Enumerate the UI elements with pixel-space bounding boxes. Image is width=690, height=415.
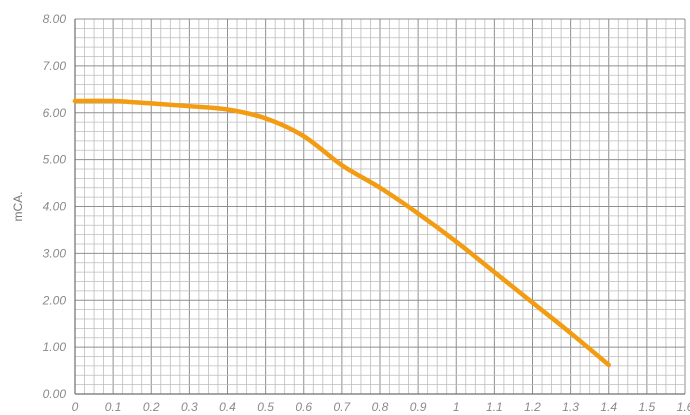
x-tick-label: 0.3 bbox=[181, 400, 198, 414]
data-point bbox=[606, 362, 611, 368]
data-point bbox=[187, 103, 192, 109]
x-tick-label: 1.2 bbox=[524, 400, 541, 414]
data-point bbox=[149, 101, 154, 106]
y-tick-label: 8.00 bbox=[43, 12, 67, 26]
y-tick-label: 5.00 bbox=[43, 153, 67, 167]
data-point bbox=[415, 211, 421, 216]
x-tick-label: 0.6 bbox=[295, 400, 312, 414]
x-tick-label: 1 bbox=[453, 400, 460, 414]
x-tick-label: 0.5 bbox=[257, 400, 274, 414]
x-tick-label: 1.4 bbox=[600, 400, 617, 414]
data-point bbox=[225, 107, 230, 112]
x-tick-label: 1.3 bbox=[562, 400, 579, 414]
x-tick-label: 0.2 bbox=[143, 400, 160, 414]
y-tick-label: 0.00 bbox=[43, 387, 67, 401]
x-tick-label: 0 bbox=[72, 400, 79, 414]
data-point bbox=[377, 185, 383, 190]
x-tick-label: 1.1 bbox=[486, 400, 503, 414]
grid bbox=[74, 18, 686, 395]
data-point bbox=[454, 239, 459, 244]
x-tick-label: 0.4 bbox=[219, 400, 236, 414]
y-tick-label: 2.00 bbox=[42, 293, 67, 307]
y-axis-ticks: 0.00 1.00 2.00 3.00 4.00 5.00 6.00 7.00 8.00 bbox=[42, 12, 67, 401]
data-point bbox=[110, 98, 116, 104]
x-tick-label: 1.6 bbox=[677, 400, 690, 414]
x-tick-label: 0.8 bbox=[372, 400, 389, 414]
y-axis-label: mCA. bbox=[11, 192, 25, 222]
x-tick-label: 0.1 bbox=[105, 400, 122, 414]
x-tick-label: 0.7 bbox=[334, 400, 352, 414]
data-point bbox=[339, 163, 345, 168]
y-tick-label: 6.00 bbox=[43, 106, 67, 120]
x-tick-label: 1.5 bbox=[639, 400, 656, 414]
data-point bbox=[301, 133, 306, 139]
data-points bbox=[72, 98, 611, 368]
y-tick-label: 4.00 bbox=[43, 200, 67, 214]
data-point bbox=[263, 116, 268, 121]
y-tick-label: 3.00 bbox=[43, 246, 67, 260]
data-point bbox=[72, 98, 78, 104]
data-point bbox=[530, 300, 535, 305]
x-axis-ticks: 0 0.1 0.2 0.3 0.4 0.5 0.6 0.7 0.8 0.9 1 1.1 1.2 1.3 1.… bbox=[72, 400, 690, 414]
y-tick-label: 1.00 bbox=[43, 340, 67, 354]
y-tick-label: 7.00 bbox=[43, 59, 67, 73]
x-tick-label: 0.9 bbox=[410, 400, 427, 414]
data-point bbox=[492, 269, 497, 275]
data-point bbox=[568, 330, 573, 336]
